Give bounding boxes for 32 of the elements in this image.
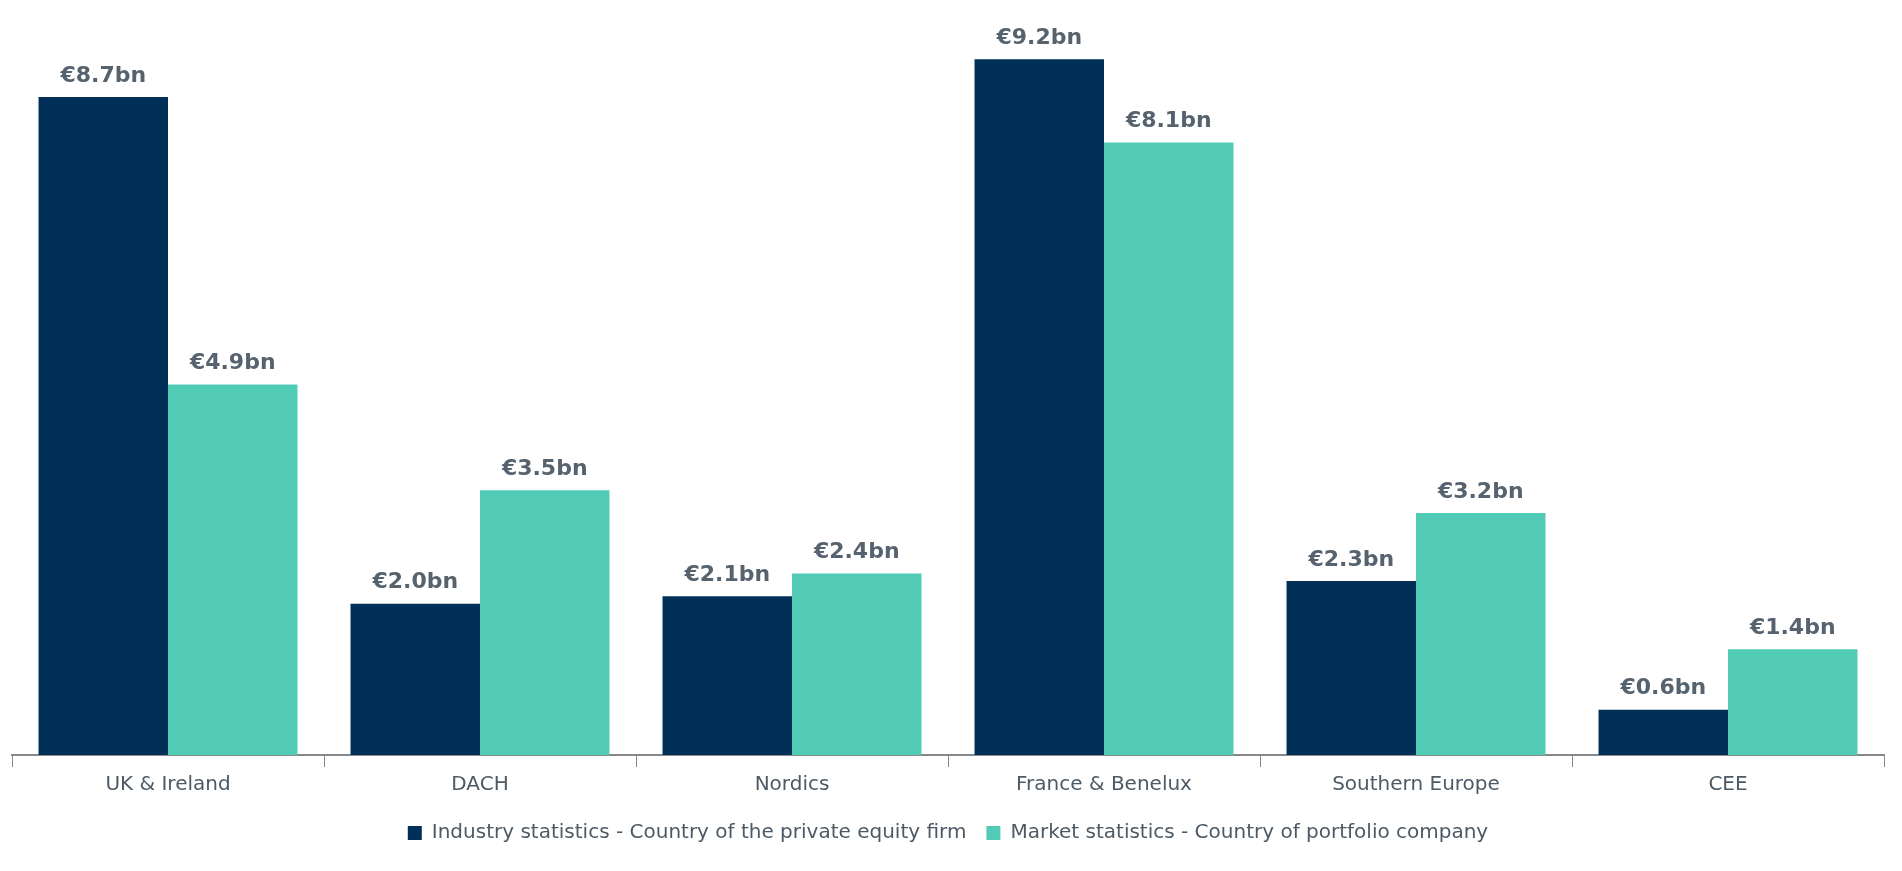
data-label: €2.4bn (812, 538, 900, 564)
x-tick-label: CEE (1708, 771, 1748, 796)
data-label: €1.4bn (1748, 613, 1836, 639)
data-label: €3.2bn (1436, 477, 1524, 503)
data-label: €2.1bn (683, 560, 771, 586)
bar (1286, 581, 1416, 755)
x-tick-label: Nordics (754, 771, 830, 796)
data-label: €2.3bn (1307, 545, 1395, 571)
bar (350, 603, 480, 755)
data-label: €8.1bn (1124, 107, 1212, 133)
legend-label: Market statistics - Country of portfolio company (1010, 819, 1489, 844)
data-label: €9.2bn (995, 24, 1083, 50)
bar (480, 490, 610, 755)
data-label: €8.7bn (59, 61, 147, 87)
data-label: €2.0bn (371, 568, 459, 594)
bar (1416, 513, 1546, 755)
x-tick-label: France & Benelux (1016, 771, 1193, 796)
bar (662, 596, 792, 755)
data-label: €4.9bn (188, 349, 276, 375)
data-label: €0.6bn (1619, 674, 1707, 700)
bar (168, 384, 298, 755)
legend-label: Industry statistics - Country of the private equity firm (431, 819, 967, 844)
x-tick-label: DACH (451, 771, 509, 796)
bar (1728, 649, 1858, 755)
bar (1104, 142, 1234, 755)
x-tick-label: UK & Ireland (105, 771, 231, 796)
bar (974, 59, 1104, 755)
bar (792, 573, 922, 755)
data-label: €3.5bn (500, 455, 588, 481)
bar (1598, 709, 1728, 755)
bar (38, 97, 168, 755)
x-tick-label: Southern Europe (1332, 771, 1500, 796)
